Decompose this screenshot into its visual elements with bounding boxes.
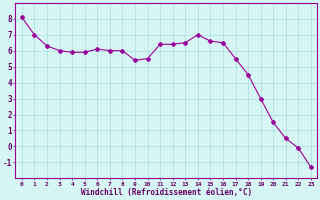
X-axis label: Windchill (Refroidissement éolien,°C): Windchill (Refroidissement éolien,°C) [81,188,252,197]
